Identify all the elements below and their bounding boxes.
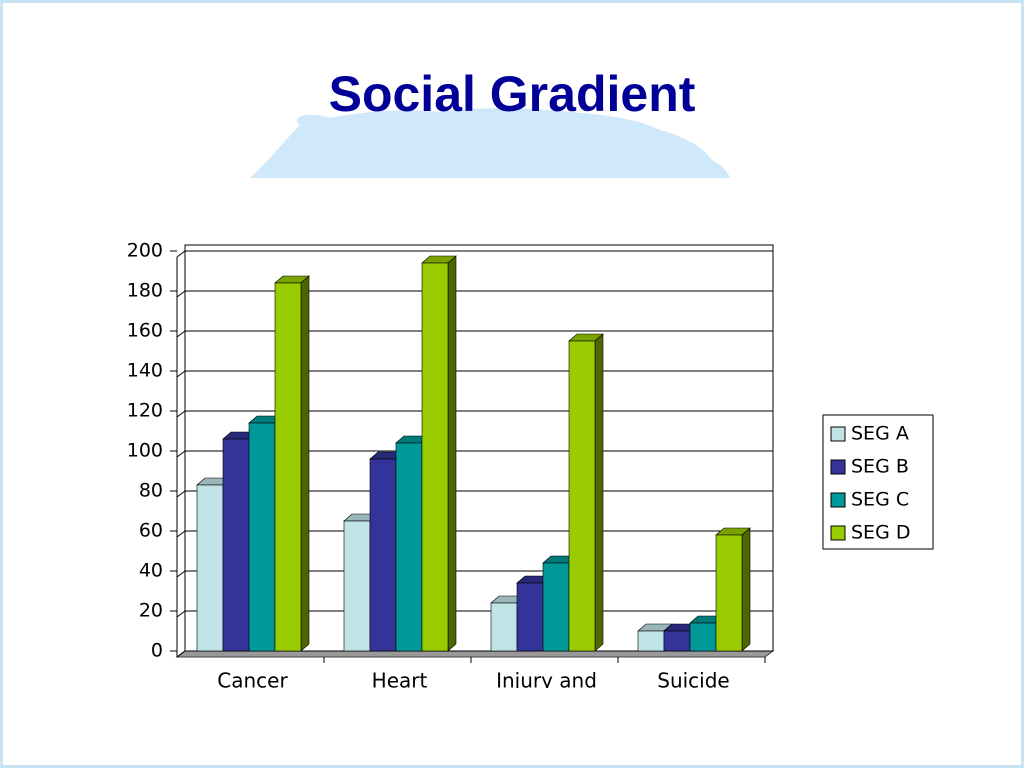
x-tick-label: Cancer bbox=[217, 669, 288, 693]
side-grid bbox=[176, 450, 186, 458]
bar bbox=[369, 458, 397, 652]
side-grid bbox=[176, 250, 186, 258]
side-grid bbox=[176, 650, 186, 658]
bar bbox=[689, 622, 717, 652]
bar bbox=[568, 340, 596, 652]
legend-label: SEG D bbox=[851, 522, 910, 544]
y-tick-label: 20 bbox=[139, 600, 163, 622]
bar bbox=[196, 484, 224, 652]
y-tick-label: 140 bbox=[127, 360, 163, 382]
legend-label: SEG C bbox=[851, 489, 909, 511]
bar bbox=[222, 438, 250, 652]
bar-side bbox=[741, 527, 751, 652]
legend-swatch bbox=[830, 492, 846, 508]
bar bbox=[715, 534, 743, 652]
x-tick-label: Injury and bbox=[496, 669, 597, 693]
side-grid bbox=[176, 530, 186, 538]
x-labels: Cancer Heart Injury and Suicide bbox=[217, 669, 729, 693]
y-tick-label: 180 bbox=[127, 280, 163, 302]
slide-title: Social Gradient bbox=[329, 66, 696, 122]
cloud bbox=[250, 108, 730, 178]
y-tick-label: 80 bbox=[139, 480, 163, 502]
side-grid bbox=[176, 490, 186, 498]
y-tick-label: 160 bbox=[127, 320, 163, 342]
legend-label: SEG A bbox=[851, 423, 909, 445]
y-tick-label: 100 bbox=[127, 440, 163, 462]
bar-side bbox=[594, 333, 604, 652]
side-grid bbox=[176, 290, 186, 298]
side-grid bbox=[176, 370, 186, 378]
bar bbox=[637, 630, 665, 652]
bar bbox=[343, 520, 371, 652]
side-grid bbox=[176, 330, 186, 338]
side-grid bbox=[176, 410, 186, 418]
bar-side bbox=[300, 275, 310, 652]
bar-side bbox=[447, 255, 457, 652]
x-tick-label: Heart bbox=[372, 669, 428, 693]
side-grid bbox=[176, 610, 186, 618]
legend-swatch bbox=[830, 525, 846, 541]
y-tick-label: 200 bbox=[127, 240, 163, 262]
floor bbox=[175, 650, 775, 658]
y-tick-label: 40 bbox=[139, 560, 163, 582]
legend-label: SEG B bbox=[851, 456, 909, 478]
y-tick-label: 0 bbox=[151, 640, 163, 662]
bar bbox=[421, 262, 449, 652]
y-tick-label: 120 bbox=[127, 400, 163, 422]
bar bbox=[663, 630, 691, 652]
side-grid bbox=[176, 570, 186, 578]
bar bbox=[274, 282, 302, 652]
bar bbox=[395, 442, 423, 652]
y-tick-label: 60 bbox=[139, 520, 163, 542]
legend-swatch bbox=[830, 426, 846, 442]
legend-swatch bbox=[830, 459, 846, 475]
bar bbox=[516, 582, 544, 652]
bar bbox=[542, 562, 570, 652]
bar bbox=[248, 422, 276, 652]
x-tick-label: Suicide bbox=[657, 669, 729, 693]
bar bbox=[490, 602, 518, 652]
